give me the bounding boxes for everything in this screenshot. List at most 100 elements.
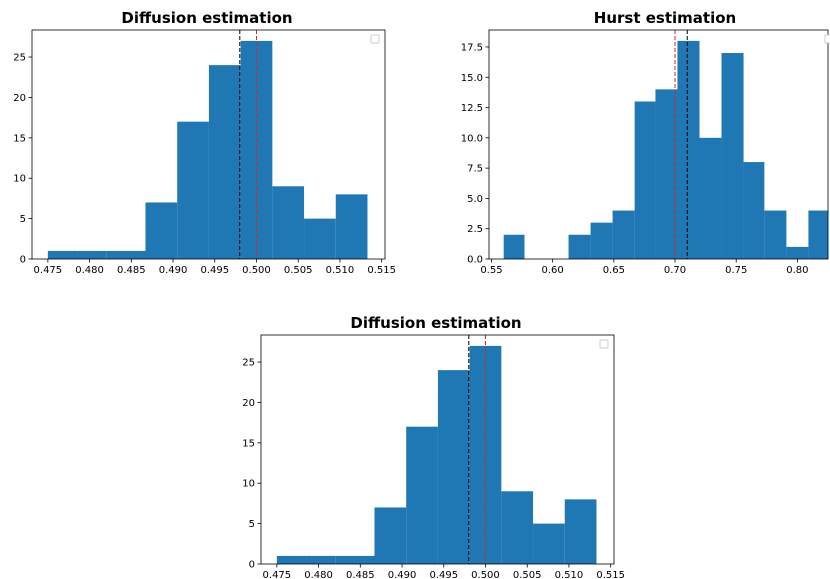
x-tick-label: 0.495 bbox=[200, 265, 229, 276]
histogram-bar bbox=[677, 40, 700, 260]
y-tick-label: 0 bbox=[249, 560, 255, 571]
chart-title: Diffusion estimation bbox=[121, 9, 292, 27]
vlines-group bbox=[674, 30, 688, 259]
plot-frame bbox=[488, 29, 829, 260]
histogram-bar bbox=[106, 250, 146, 259]
chart-title: Diffusion estimation bbox=[350, 314, 521, 332]
histogram-bar bbox=[564, 499, 597, 564]
y-tick-label: 15.0 bbox=[461, 73, 483, 84]
plot-frame bbox=[31, 29, 386, 260]
histogram-bar bbox=[503, 234, 525, 259]
y-tick-label: 2.5 bbox=[467, 224, 483, 235]
x-tick-label: 0.55 bbox=[480, 265, 502, 276]
y-tick-label: 20 bbox=[13, 93, 26, 104]
x-tick-label: 0.485 bbox=[346, 570, 375, 579]
histogram-bar bbox=[808, 210, 828, 259]
chart-panel-diffusion-bottom: Diffusion estimation 0.475 0.480 0.485 0.49… bbox=[230, 305, 645, 579]
y-tick-label: 25 bbox=[13, 53, 26, 64]
x-tick-label: 0.480 bbox=[75, 265, 104, 276]
x-tick-label: 0.485 bbox=[117, 265, 146, 276]
histogram-bar bbox=[47, 250, 78, 259]
chart-svg: Diffusion estimation 0.475 0.480 0.485 0.49… bbox=[242, 314, 625, 579]
plot-frame bbox=[260, 334, 615, 565]
y-tick-label: 25 bbox=[242, 358, 255, 369]
x-tick-label: 0.480 bbox=[304, 570, 333, 579]
y-tick-label: 0.0 bbox=[467, 255, 483, 266]
x-tick-label: 0.490 bbox=[388, 570, 417, 579]
histogram-bar bbox=[655, 89, 678, 260]
y-tick-label: 5 bbox=[20, 214, 26, 225]
histogram-bar bbox=[276, 555, 307, 564]
y-axis-ticks: 0 5 10 15 20 25 bbox=[242, 358, 261, 571]
x-tick-label: 0.70 bbox=[664, 265, 686, 276]
x-tick-label: 0.515 bbox=[367, 265, 396, 276]
y-tick-label: 10.0 bbox=[461, 133, 483, 144]
chart-panel-hurst: Hurst estimation 0.55 0.60 0.65 0.70 0.75 0.8… bbox=[415, 0, 830, 285]
x-tick-label: 0.80 bbox=[786, 265, 808, 276]
x-tick-label: 0.475 bbox=[34, 265, 63, 276]
histogram-bar bbox=[612, 210, 635, 259]
x-tick-label: 0.515 bbox=[596, 570, 625, 579]
bars-group bbox=[47, 40, 368, 260]
histogram-bar bbox=[699, 137, 722, 259]
y-tick-label: 5.0 bbox=[467, 194, 483, 205]
chart-title: Hurst estimation bbox=[594, 9, 736, 27]
x-tick-label: 0.505 bbox=[513, 570, 542, 579]
histogram-bar bbox=[634, 101, 656, 259]
histogram-bar bbox=[743, 162, 765, 259]
histogram-bar bbox=[533, 523, 565, 564]
y-tick-label: 12.5 bbox=[461, 103, 483, 114]
chart-panel-diffusion-top: Diffusion estimation 0.475 0.480 0.485 0.49… bbox=[0, 0, 415, 285]
histogram-bar bbox=[335, 194, 368, 259]
legend-box bbox=[824, 34, 830, 44]
x-tick-label: 0.60 bbox=[542, 265, 564, 276]
y-tick-label: 15 bbox=[242, 438, 255, 449]
x-tick-label: 0.510 bbox=[326, 265, 355, 276]
y-tick-label: 15 bbox=[13, 133, 26, 144]
chart-svg: Hurst estimation 0.55 0.60 0.65 0.70 0.75 0.8… bbox=[461, 9, 830, 276]
x-tick-label: 0.495 bbox=[429, 570, 458, 579]
y-tick-label: 5 bbox=[249, 519, 255, 530]
y-axis-ticks: 0 5 10 15 20 25 bbox=[13, 53, 32, 266]
y-axis-ticks: 0.0 2.5 5.0 7.5 10.0 12.5 15.0 17.5 bbox=[461, 42, 489, 266]
histogram-bar bbox=[145, 202, 178, 259]
y-tick-label: 0 bbox=[20, 255, 26, 266]
histogram-bar bbox=[721, 53, 744, 259]
histogram-bar bbox=[501, 491, 534, 564]
histogram-bar bbox=[590, 222, 613, 259]
y-tick-label: 17.5 bbox=[461, 42, 483, 53]
x-tick-label: 0.65 bbox=[603, 265, 625, 276]
x-axis-ticks: 0.55 0.60 0.65 0.70 0.75 0.80 bbox=[480, 259, 809, 276]
x-axis-ticks: 0.475 0.480 0.485 0.490 0.495 0.500 0.505 0.510… bbox=[263, 564, 625, 579]
y-tick-label: 10 bbox=[242, 479, 255, 490]
y-tick-label: 7.5 bbox=[467, 164, 483, 175]
histogram-bar bbox=[437, 370, 470, 564]
x-tick-label: 0.510 bbox=[555, 570, 584, 579]
histogram-bar bbox=[272, 186, 305, 259]
x-tick-label: 0.75 bbox=[725, 265, 747, 276]
bars-group bbox=[276, 345, 597, 564]
y-tick-label: 20 bbox=[242, 398, 255, 409]
vlines-group bbox=[239, 30, 257, 259]
y-tick-label: 10 bbox=[13, 174, 26, 185]
x-tick-label: 0.500 bbox=[471, 570, 500, 579]
x-axis-ticks: 0.475 0.480 0.485 0.490 0.495 0.500 0.505 0.510… bbox=[34, 259, 396, 276]
histogram-bar bbox=[406, 426, 438, 564]
histogram-bar bbox=[177, 121, 209, 259]
x-tick-label: 0.490 bbox=[159, 265, 188, 276]
histogram-bar bbox=[568, 234, 591, 259]
legend-box bbox=[370, 34, 380, 44]
vlines-group bbox=[468, 335, 486, 564]
legend-box bbox=[599, 339, 609, 349]
histogram-bar bbox=[304, 218, 336, 259]
x-tick-label: 0.505 bbox=[284, 265, 313, 276]
histogram-bar bbox=[208, 65, 241, 259]
histogram-bar bbox=[306, 555, 336, 564]
histogram-bar bbox=[786, 246, 809, 259]
histogram-bar bbox=[764, 210, 787, 259]
x-tick-label: 0.500 bbox=[242, 265, 271, 276]
x-tick-label: 0.475 bbox=[263, 570, 292, 579]
histogram-bar bbox=[335, 555, 375, 564]
bars-group bbox=[503, 40, 828, 260]
chart-svg: Diffusion estimation 0.475 0.480 0.485 0.49… bbox=[13, 9, 396, 276]
